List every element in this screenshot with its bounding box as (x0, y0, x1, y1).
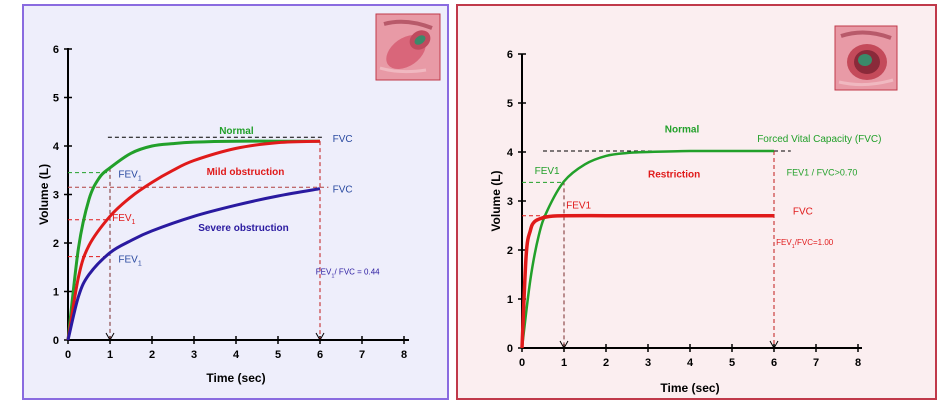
x-tick-label: 2 (149, 349, 155, 361)
x-tick-label: 4 (687, 357, 694, 369)
fvc-label-1: FVC (333, 134, 353, 145)
y-tick-label: 6 (507, 49, 513, 61)
y-tick-label: 5 (507, 98, 513, 110)
y-tick-label: 5 (53, 93, 59, 105)
y-tick-label: 4 (507, 147, 514, 159)
y-tick-label: 6 (53, 44, 59, 56)
normal-label: Normal (665, 124, 700, 135)
y-tick-label: 0 (507, 343, 513, 355)
ratio-normal-label: FEV1 / FVC>0.70 (787, 168, 858, 178)
y-tick-label: 1 (507, 294, 513, 306)
left-spirometry-chart: 0 1 2 3 4 5 6 7 8 0 1 2 3 4 5 6 Normal Mild obstruction Se… (37, 44, 409, 385)
airway-icon (834, 25, 898, 91)
normal-label: Normal (219, 126, 254, 137)
right-spirometry-chart: 0 1 2 3 4 5 6 7 8 0 1 2 3 4 5 6 Normal Restriction Forced … (489, 49, 881, 395)
x-tick-label: 5 (275, 349, 281, 361)
x-tick-label: 5 (729, 357, 735, 369)
airway-icon (375, 13, 441, 81)
x-tick-label: 2 (603, 357, 609, 369)
six-second-marker-head (315, 332, 325, 342)
fvc-normal-label: Forced Vital Capacity (FVC) (757, 134, 881, 145)
fvc-label-2: FVC (333, 185, 353, 196)
fev1-severe-label: FEV1 (118, 254, 141, 267)
x-tick-label: 8 (401, 349, 407, 361)
y-axis-title: Volume (L) (37, 164, 51, 225)
ratio-restriction-label: FEV1/FVC=1.00 (776, 238, 834, 250)
x-tick-label: 4 (233, 349, 240, 361)
y-tick-label: 0 (53, 335, 59, 347)
left-chart-panel: 0 1 2 3 4 5 6 7 8 0 1 2 3 4 5 6 Normal Mild obstruction Se… (22, 4, 449, 400)
fev1-fvc-ratio-label: FEV1/ FVC = 0.44 (316, 268, 380, 280)
series-line-2 (66, 187, 321, 341)
severe-label: Severe obstruction (198, 223, 289, 234)
x-tick-label: 6 (771, 357, 777, 369)
y-tick-label: 4 (53, 141, 60, 153)
y-tick-label: 1 (53, 287, 59, 299)
y-axis-title: Volume (L) (489, 170, 503, 231)
x-tick-label: 3 (645, 357, 651, 369)
x-tick-label: 0 (65, 349, 71, 361)
x-tick-label: 8 (855, 357, 861, 369)
series-line-0 (520, 149, 774, 349)
six-second-marker-head (769, 340, 779, 350)
restriction-label: Restriction (648, 169, 700, 180)
fev1-normal-label: FEV1 (118, 170, 141, 183)
x-axis-title: Time (sec) (206, 371, 265, 385)
x-axis-title: Time (sec) (660, 381, 719, 395)
fev1-normal-label: FEV1 (535, 166, 560, 177)
x-tick-label: 7 (359, 349, 365, 361)
series-line-1 (66, 139, 321, 341)
y-tick-label: 3 (53, 190, 59, 202)
series-line-1 (520, 213, 774, 349)
mild-label: Mild obstruction (207, 167, 285, 178)
fvc-restriction-label: FVC (793, 207, 813, 218)
x-tick-label: 6 (317, 349, 323, 361)
y-tick-label: 2 (53, 238, 59, 250)
x-tick-label: 1 (561, 357, 567, 369)
series-line-0 (66, 139, 320, 341)
airway-illustration-left (375, 13, 441, 81)
one-second-marker-head (105, 332, 115, 342)
y-tick-label: 3 (507, 196, 513, 208)
x-tick-label: 7 (813, 357, 819, 369)
fev1-restriction-label: FEV1 (566, 200, 591, 211)
x-tick-label: 3 (191, 349, 197, 361)
airway-illustration-right (834, 25, 898, 91)
fev1-mild-label: FEV1 (112, 213, 135, 226)
one-second-marker-head (559, 340, 569, 350)
x-tick-label: 1 (107, 349, 113, 361)
right-chart-panel: 0 1 2 3 4 5 6 7 8 0 1 2 3 4 5 6 Normal Restriction Forced … (456, 4, 937, 400)
x-tick-label: 0 (519, 357, 525, 369)
y-tick-label: 2 (507, 245, 513, 257)
